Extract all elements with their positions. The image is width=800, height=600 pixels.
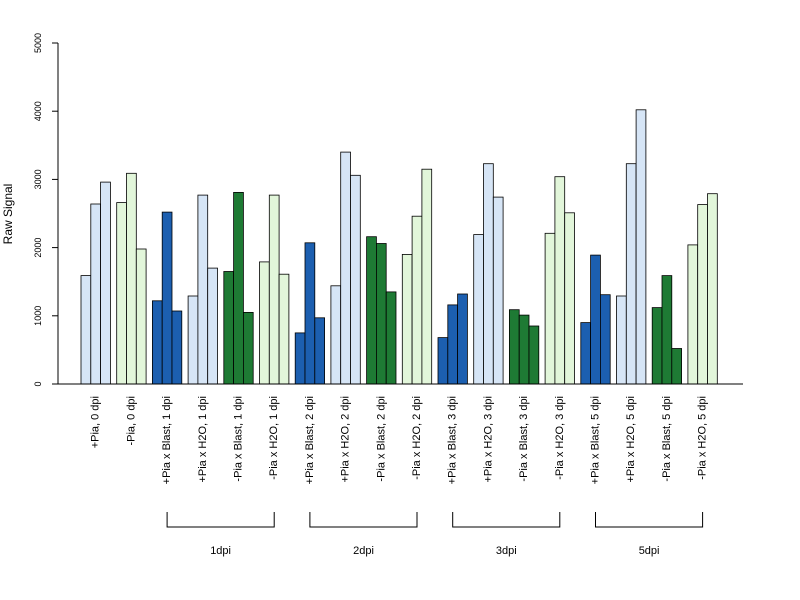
x-labels-layer: +Pia, 0 dpi -Pia, 0 dpi +Pia x Blast, 1 dp… (90, 396, 709, 484)
bar (437, 337, 449, 385)
bar (528, 325, 540, 385)
bar (116, 202, 127, 385)
y-tick-label: 1000 (33, 306, 43, 326)
bar (401, 253, 413, 385)
group-brackets-layer: 1dpi 2dpi 3dpi 5dpi (166, 512, 704, 557)
bar (187, 295, 199, 385)
bar (625, 163, 637, 385)
bar (671, 348, 682, 385)
bar (564, 212, 575, 385)
x-tick-label: +Pia x Blast, 5 dpi (590, 396, 602, 484)
axes-layer (57, 43, 743, 385)
bar (90, 203, 102, 385)
x-tick-label: -Pia x H2O, 2 dpi (411, 396, 423, 480)
bar (233, 191, 244, 385)
x-tick-label: -Pia x Blast, 1 dpi (233, 396, 245, 482)
group-bracket (166, 512, 275, 528)
bar (518, 314, 530, 385)
y-tick-label: 5000 (33, 33, 43, 53)
group-bracket (595, 512, 704, 528)
bar (457, 293, 468, 385)
y-tick-label: 3000 (33, 169, 43, 189)
bar (554, 176, 566, 385)
bar (697, 204, 708, 385)
bar (126, 172, 137, 385)
bar (100, 181, 111, 385)
bar (80, 275, 92, 385)
bar (350, 174, 361, 385)
x-tick-label: -Pia x Blast, 2 dpi (375, 396, 387, 482)
bar (651, 307, 663, 385)
group-bracket (309, 512, 418, 528)
x-tick-label: -Pia x Blast, 5 dpi (661, 396, 673, 482)
x-tick-label: -Pia x H2O, 5 dpi (697, 396, 709, 480)
bar (304, 242, 316, 385)
bar (492, 196, 504, 385)
x-tick-label: +Pia x Blast, 3 dpi (447, 396, 459, 484)
y-tick-label: 2000 (33, 238, 43, 258)
bar (161, 211, 173, 385)
bar (661, 275, 673, 385)
bar (259, 261, 270, 385)
bar (197, 194, 209, 385)
bars-layer (80, 109, 718, 385)
bar (544, 232, 556, 385)
y-tick-label: 4000 (33, 101, 43, 121)
group-label: 5dpi (639, 545, 660, 557)
bar (635, 109, 647, 385)
x-tick-label: -Pia x H2O, 3 dpi (554, 396, 566, 480)
y-ticks-layer: 0 1000 2000 3000 4000 5000 (33, 33, 58, 387)
bar (278, 273, 290, 385)
bar (314, 317, 325, 385)
bar (340, 151, 351, 385)
x-tick-label: +Pia x H2O, 3 dpi (482, 396, 494, 483)
x-tick-label: +Pia x H2O, 1 dpi (197, 396, 209, 483)
bar (483, 163, 494, 385)
bar (687, 244, 699, 385)
bar (421, 168, 433, 385)
bar (242, 311, 254, 385)
bar (385, 291, 397, 385)
x-tick-label: +Pia x Blast, 2 dpi (304, 396, 316, 484)
bar (508, 309, 520, 385)
x-tick-label: -Pia, 0 dpi (125, 396, 137, 446)
x-tick-label: +Pia x Blast, 1 dpi (161, 396, 173, 484)
group-label: 3dpi (496, 545, 517, 557)
bar (366, 236, 377, 385)
bar (223, 271, 235, 385)
bar (375, 243, 387, 385)
bar (707, 193, 718, 385)
y-tick-label: 0 (33, 381, 43, 386)
bar (411, 215, 423, 385)
bar (473, 234, 484, 385)
bar (616, 295, 627, 385)
group-bracket (452, 512, 561, 528)
x-tick-label: -Pia x H2O, 1 dpi (268, 396, 280, 480)
x-tick-label: +Pia x H2O, 5 dpi (625, 396, 637, 483)
bar (447, 304, 458, 385)
bar (171, 310, 183, 385)
x-tick-label: +Pia x H2O, 2 dpi (340, 396, 352, 483)
bar (330, 285, 342, 385)
bar (580, 322, 591, 385)
group-label: 1dpi (210, 545, 231, 557)
x-tick-label: -Pia x Blast, 3 dpi (518, 396, 530, 482)
bar (590, 254, 601, 385)
bar (151, 300, 163, 385)
group-label: 2dpi (353, 545, 374, 557)
bar (294, 332, 306, 385)
y-axis-label: Raw Signal (1, 184, 15, 245)
bar (268, 194, 280, 385)
bar (600, 294, 611, 385)
bar (135, 248, 147, 385)
bar (207, 267, 218, 385)
x-tick-label: +Pia, 0 dpi (90, 396, 102, 448)
